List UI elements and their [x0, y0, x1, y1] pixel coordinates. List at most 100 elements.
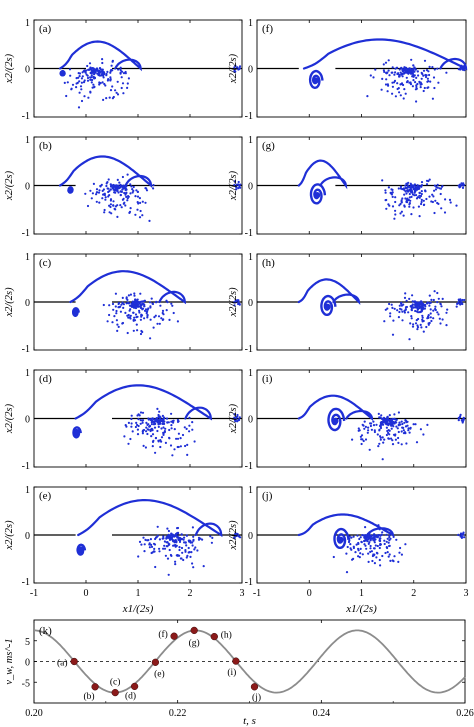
phase-marker-label: (h): [221, 630, 232, 641]
particle: [406, 189, 409, 192]
particle: [184, 541, 187, 544]
particle: [418, 196, 421, 199]
particle: [110, 212, 113, 215]
particle: [154, 565, 157, 569]
velocity-line: [34, 629, 466, 694]
particle: [428, 73, 431, 77]
particle: [352, 535, 355, 538]
particle: [106, 187, 109, 190]
particle: [172, 311, 175, 315]
y-tick-label: 0: [25, 531, 30, 542]
particle: [411, 325, 415, 328]
particle: [132, 189, 135, 192]
particle: [425, 325, 428, 329]
particle: [91, 78, 94, 82]
particle: [397, 87, 400, 90]
y-tick-label: 1: [25, 252, 30, 263]
panel-label: (k): [39, 625, 52, 637]
particle: [106, 320, 109, 323]
particle: [119, 310, 122, 313]
x-tick-label: 0: [307, 588, 312, 599]
particle: [345, 552, 348, 555]
particle: [108, 313, 111, 317]
particle: [415, 194, 418, 197]
particle: [126, 86, 129, 89]
particle: [378, 442, 381, 445]
particle: [122, 186, 125, 189]
particle: [386, 419, 390, 422]
particle: [141, 419, 145, 422]
particle: [160, 317, 163, 320]
particle: [433, 68, 436, 71]
particle: [422, 89, 425, 93]
particle: [136, 433, 140, 436]
particle: [397, 436, 400, 440]
particle: [83, 95, 86, 98]
particle: [419, 81, 422, 84]
particle: [66, 81, 69, 84]
particle: [178, 540, 182, 544]
shear-layer-curve: [77, 499, 223, 538]
particle-cloud: [84, 173, 242, 222]
particle: [393, 307, 396, 310]
particle: [400, 308, 403, 311]
panel-label: (i): [262, 373, 273, 385]
particle: [412, 206, 415, 209]
particle: [160, 427, 163, 430]
particle: [426, 77, 429, 80]
particle: [120, 86, 123, 90]
particle: [409, 72, 413, 75]
particle: [109, 78, 112, 81]
particle: [63, 81, 66, 84]
particle: [416, 82, 419, 86]
particle: [187, 546, 190, 550]
phase-marker-label: (j): [252, 692, 261, 703]
particle: [80, 77, 83, 80]
particle: [122, 303, 125, 306]
particle: [115, 319, 118, 322]
particle: [434, 188, 438, 191]
particle: [139, 201, 142, 204]
particle: [176, 536, 180, 539]
particle: [156, 525, 159, 528]
particle: [193, 440, 196, 443]
y-tick-label: -1: [22, 228, 30, 239]
particle: [134, 213, 137, 216]
particle: [176, 418, 179, 422]
phase-marker: [190, 626, 198, 635]
particle: [174, 539, 177, 542]
particle: [385, 426, 388, 429]
particle: [167, 573, 170, 576]
particle: [408, 192, 411, 196]
particle: [370, 422, 373, 425]
particle: [146, 428, 149, 431]
particle: [455, 204, 458, 207]
particle: [361, 553, 364, 556]
particle: [351, 438, 354, 441]
particle: [122, 197, 125, 200]
particle: [400, 301, 403, 304]
particle: [137, 413, 140, 416]
particle: [387, 555, 390, 558]
particle: [367, 535, 370, 539]
particle: [409, 190, 413, 193]
y-axis-label: x2/(2s): [228, 403, 239, 434]
particle: [410, 195, 413, 198]
particle: [389, 420, 392, 423]
particle: [428, 65, 431, 68]
particle: [375, 423, 378, 426]
particle: [107, 78, 110, 81]
particle: [372, 424, 376, 427]
particle: [404, 292, 407, 295]
particle: [408, 188, 411, 192]
particle: [391, 71, 394, 74]
shear-layer-curve: [297, 159, 348, 190]
particle: [176, 437, 180, 440]
particle: [168, 318, 171, 321]
particle: [140, 543, 143, 546]
particle: [402, 426, 405, 429]
particle: [139, 419, 142, 422]
y-tick-label: 0: [25, 298, 30, 309]
particle: [126, 331, 129, 335]
particle: [81, 75, 84, 78]
